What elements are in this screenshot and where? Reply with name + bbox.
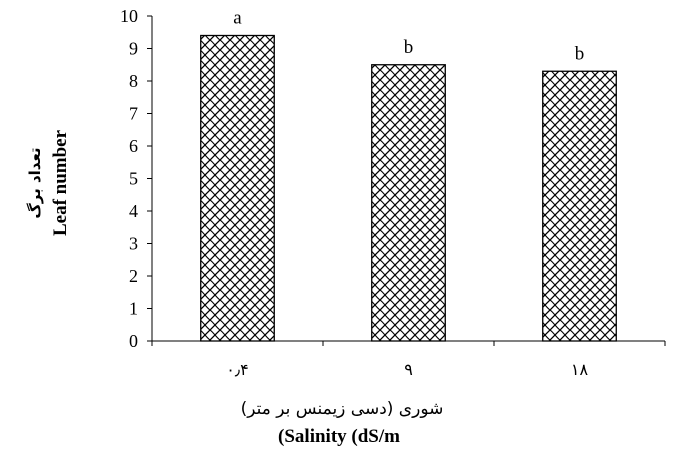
y-axis-title-en: Leaf number xyxy=(50,129,71,236)
y-tick-label: 5 xyxy=(129,169,138,189)
y-tick-label: 1 xyxy=(129,299,138,319)
y-axis-title: تعداد برگ Leaf number xyxy=(26,129,71,236)
y-tick-label: 3 xyxy=(129,234,138,254)
y-tick-label: 4 xyxy=(129,201,138,221)
bar-significance-label: a xyxy=(233,8,242,29)
y-tick-label: 6 xyxy=(129,136,138,156)
x-tick-label: ۹ xyxy=(404,360,413,379)
y-tick-label: 9 xyxy=(129,39,138,59)
x-tick-label: ۰٫۴ xyxy=(226,360,248,379)
bar-significance-label: b xyxy=(575,43,585,64)
y-tick-label: 10 xyxy=(120,6,138,26)
y-tick-label: 7 xyxy=(129,104,138,124)
bar xyxy=(200,34,275,342)
y-tick-label: 8 xyxy=(129,71,138,91)
x-axis-title-en: (Salinity (dS/m xyxy=(278,426,400,447)
x-axis-title: شوری (دسی زیمنس بر متر) (Salinity (dS/m xyxy=(241,399,444,447)
bar xyxy=(542,70,617,342)
y-tick-label: 2 xyxy=(129,266,138,286)
bar xyxy=(371,64,446,342)
x-axis-title-fa: شوری (دسی زیمنس بر متر) xyxy=(241,399,444,419)
y-axis-title-fa: تعداد برگ xyxy=(26,147,44,218)
y-tick-label: 0 xyxy=(129,331,138,351)
x-tick-label: ۱۸ xyxy=(571,360,589,379)
bar-significance-label: b xyxy=(404,37,414,58)
plot-area: 0 1 2 3 4 5 6 7 8 9 10 a ۰٫۴ b ۹ b ۱۸ xyxy=(120,6,666,379)
